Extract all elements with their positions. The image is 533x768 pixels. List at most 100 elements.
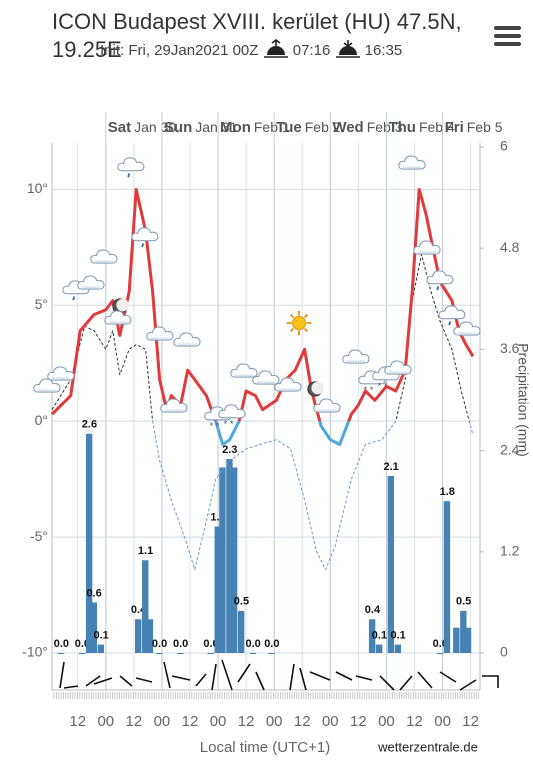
- y-tick-label: -10°: [22, 644, 48, 660]
- precip-bar: [443, 501, 451, 653]
- day-label: Tue Feb 2: [276, 119, 341, 136]
- precip-bar: [78, 653, 86, 654]
- x-tick-label: 12: [182, 713, 199, 730]
- precip-bar: [219, 467, 226, 653]
- x-tick-label: 00: [434, 713, 451, 730]
- date: Feb 5: [467, 119, 503, 135]
- weekday: Sun: [164, 119, 192, 136]
- precip-bar: [57, 653, 65, 654]
- x-tick-label: 00: [322, 713, 339, 730]
- precip-bar: [230, 467, 238, 653]
- chart-title: ICON Budapest XVIII. kerület (HU) 47.5N,…: [52, 9, 462, 62]
- y-tick-label: 10°: [27, 180, 48, 196]
- day-label: Wed Feb 3: [332, 119, 402, 136]
- precip-bar: [237, 610, 245, 653]
- weather-icon: [90, 249, 118, 264]
- weather-icon: [398, 155, 426, 170]
- x-tick-label: 12: [406, 713, 423, 730]
- x-tick-label: 00: [378, 713, 395, 730]
- precip-bar: [146, 619, 154, 653]
- precip-label: 0.1: [93, 629, 108, 641]
- weather-icon: [131, 226, 159, 249]
- date: Jan 31: [195, 119, 237, 135]
- weather-icon: [426, 269, 454, 292]
- precip-label: 2.3: [222, 444, 237, 456]
- sunset-icon: [335, 40, 360, 58]
- precip-bar: [226, 459, 233, 653]
- precip-bar: [460, 610, 467, 653]
- day-label: Sun Jan 31: [164, 119, 238, 136]
- grid: 12 00 12 00 12 00 12 00 12 00 12 00 12 00 12 Sat Jan 30S…: [22, 112, 520, 730]
- weather-icon: [307, 381, 324, 397]
- weather-icon: [33, 378, 61, 393]
- sunset: 16:35: [364, 42, 403, 59]
- precip-bar: [268, 653, 275, 654]
- y2-axis-title: Precipitation (mm): [515, 343, 531, 457]
- y-tick-label: 0°: [35, 412, 48, 428]
- x-tick-label: 12: [294, 713, 311, 730]
- weather-icon: [413, 240, 441, 255]
- precip-bar: [135, 619, 142, 653]
- precip-bar: [85, 433, 93, 653]
- menu-button[interactable]: [494, 26, 522, 48]
- credit: wetterzentrale.de: [377, 739, 478, 754]
- precip-bar: [142, 560, 149, 653]
- y2-tick-label: 1.2: [500, 543, 520, 559]
- weekday: Wed: [332, 119, 363, 136]
- x-tick-label: 12: [126, 713, 143, 730]
- date: Feb 4: [419, 119, 455, 135]
- temperature-line: [50, 187, 475, 446]
- precip-label: 0.0: [152, 638, 167, 650]
- weather-icon: [342, 349, 370, 364]
- y2-tick-label: 4.8: [500, 239, 520, 255]
- precip-bar: [387, 475, 395, 653]
- day-label: Mon Feb 1: [220, 119, 290, 136]
- precip-bar: [90, 602, 98, 653]
- precip-bar: [97, 644, 105, 653]
- y-tick-label: -5°: [30, 528, 48, 544]
- weather-icon: [230, 363, 258, 378]
- y2-tick-label: 3.6: [500, 340, 520, 356]
- weekday: Tue: [276, 119, 302, 136]
- precip-label: 0.0: [245, 638, 260, 650]
- precip-bar: [464, 627, 472, 653]
- x-tick-label: 12: [350, 713, 367, 730]
- weather-icon: [285, 309, 313, 337]
- precip-bar: [214, 526, 221, 653]
- precip-label: 0.5: [234, 596, 249, 608]
- day-label: Sat Jan 30: [108, 119, 177, 136]
- x-tick-label: 00: [154, 713, 171, 730]
- x-axis-title: Local time (UTC+1): [200, 739, 330, 756]
- date: Feb 2: [305, 119, 341, 135]
- precip-label: 0.0: [54, 638, 69, 650]
- weather-icon: [77, 275, 105, 290]
- wind-barbs: [59, 659, 499, 691]
- subtitle-row: Init: Fri, 29Jan2021 00Z 07:16 16:35: [100, 39, 402, 59]
- minor-ticks: [52, 692, 480, 699]
- weather-icon: [173, 332, 201, 347]
- x-tick-label: 00: [210, 713, 227, 730]
- x-tick-label: 00: [97, 713, 114, 730]
- precip-label: 2.6: [82, 419, 97, 431]
- weather-icon: [146, 326, 174, 341]
- date: Feb 3: [367, 119, 403, 135]
- weekday: Mon: [220, 119, 251, 136]
- y2-tick-label: 0: [500, 644, 508, 660]
- y2-tick-label: 2.4: [500, 441, 520, 457]
- day-label: Thu Feb 4: [388, 119, 455, 136]
- sunrise: 07:16: [292, 42, 331, 59]
- marks: 0.0 0.02.60.60.10.41.10.0 0.0 0.01.52.30.50…: [50, 187, 475, 654]
- weather-icon: [117, 156, 145, 179]
- weather-icon: [104, 310, 132, 325]
- x-tick-label: 12: [462, 713, 479, 730]
- precip-bar: [249, 653, 257, 654]
- precip-bar: [368, 619, 376, 653]
- precip-bar: [375, 644, 383, 653]
- precip-bar: [394, 644, 402, 653]
- x-tick-label: 00: [266, 713, 283, 730]
- precip-label: 0.1: [372, 629, 387, 641]
- x-tick-label: 12: [69, 713, 86, 730]
- precip-label: 2.1: [383, 461, 398, 473]
